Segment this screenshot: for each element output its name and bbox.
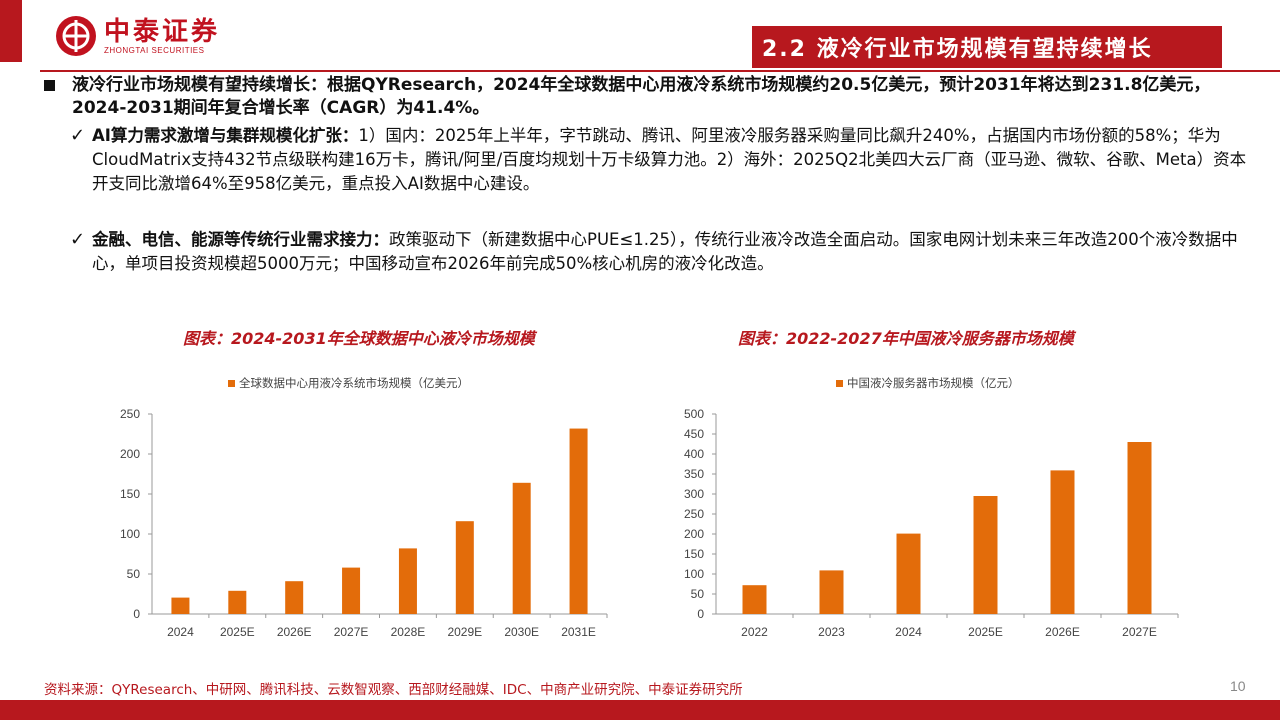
bar [398, 548, 417, 614]
y-tick-label: 150 [120, 487, 140, 501]
bar [455, 521, 474, 614]
page-title: 2.2 液冷行业市场规模有望持续增长 [762, 37, 1153, 62]
bar [342, 567, 361, 614]
x-tick-label: 2026E [277, 625, 312, 639]
page-number: 10 [1230, 678, 1246, 694]
y-tick-label: 250 [120, 407, 140, 421]
title-bar [752, 26, 1222, 68]
company-logo: 中泰证券 ZHONGTAI SECURITIES [54, 14, 220, 58]
bar [1050, 470, 1075, 614]
y-tick-label: 150 [684, 547, 704, 561]
left-accent-stripe [0, 0, 22, 62]
y-tick-label: 400 [684, 447, 704, 461]
x-tick-label: 2026E [1045, 625, 1080, 639]
legend-label: 中国液冷服务器市场规模（亿元） [847, 376, 1020, 390]
point-heading: AI算力需求激增与集群规模化扩张： [92, 126, 359, 145]
x-tick-label: 2025E [220, 625, 255, 639]
y-tick-label: 450 [684, 427, 704, 441]
x-tick-label: 2031E [561, 625, 596, 639]
x-tick-label: 2024 [167, 625, 194, 639]
bar [819, 570, 844, 614]
y-tick-label: 100 [684, 567, 704, 581]
chart-legend-china: 中国液冷服务器市场规模（亿元） [836, 375, 1020, 391]
bar [285, 581, 304, 614]
bar [742, 585, 767, 614]
y-tick-label: 50 [127, 567, 141, 581]
x-tick-label: 2022 [741, 625, 768, 639]
x-tick-label: 2027E [334, 625, 369, 639]
point-text: 1）国内：2025年上半年，字节跳动、腾讯、阿里液冷服务器采购量同比飙升240%… [92, 126, 1247, 193]
x-tick-label: 2024 [895, 625, 922, 639]
x-tick-label: 2030E [504, 625, 539, 639]
chart-title-global: 图表：2024-2031年全球数据中心液冷市场规模 [183, 329, 535, 348]
list-item: ✓ AI算力需求激增与集群规模化扩张：1）国内：2025年上半年，字节跳动、腾讯… [70, 124, 1262, 196]
bar [228, 590, 247, 614]
bar [171, 597, 190, 614]
y-tick-label: 0 [133, 607, 140, 621]
x-tick-label: 2023 [818, 625, 845, 639]
bar [973, 496, 998, 614]
bar [896, 533, 921, 614]
x-tick-label: 2025E [968, 625, 1003, 639]
y-tick-label: 350 [684, 467, 704, 481]
logo-name-cn: 中泰证券 [104, 16, 221, 47]
source-note: 资料来源：QYResearch、中研网、腾讯科技、云数智观察、西部财经融媒、ID… [44, 682, 743, 698]
y-tick-label: 0 [697, 607, 704, 621]
logo-mark-icon [56, 16, 96, 56]
x-tick-label: 2029E [447, 625, 482, 639]
bar [1127, 442, 1152, 614]
y-tick-label: 300 [684, 487, 704, 501]
legend-swatch [228, 379, 235, 387]
chart-legend-global: 全球数据中心用液冷系统市场规模（亿美元） [228, 375, 469, 391]
chart-title-china: 图表：2022-2027年中国液冷服务器市场规模 [738, 329, 1074, 348]
y-tick-label: 50 [691, 587, 705, 601]
point-heading: 金融、电信、能源等传统行业需求接力： [92, 230, 389, 249]
point-text: 政策驱动下（新建数据中心PUE≤1.25），传统行业液冷改造全面启动。国家电网计… [92, 230, 1238, 273]
legend-swatch [836, 379, 843, 387]
bar [569, 428, 588, 614]
y-tick-label: 500 [684, 407, 704, 421]
china-liquid-cooling-server-bar-chart: 0 50 100 150 200 250 300 350 400 450 500 2022 2023 20… [684, 407, 1179, 639]
bottom-band [0, 700, 1280, 720]
checkmark-icon: ✓ [70, 229, 86, 250]
y-tick-label: 200 [684, 527, 704, 541]
header-divider [40, 70, 1280, 72]
bullet-square-icon [44, 80, 55, 91]
x-tick-label: 2028E [391, 625, 426, 639]
logo-name-en: ZHONGTAI SECURITIES [104, 45, 205, 55]
checkmark-icon: ✓ [70, 125, 86, 146]
y-tick-label: 250 [684, 507, 704, 521]
list-item: ✓ 金融、电信、能源等传统行业需求接力：政策驱动下（新建数据中心PUE≤1.25… [70, 228, 1262, 276]
summary-paragraph: 液冷行业市场规模有望持续增长：根据QYResearch，2024年全球数据中心用… [72, 75, 1211, 118]
y-tick-label: 200 [120, 447, 140, 461]
global-liquid-cooling-bar-chart: 0 50 100 150 200 250 2024 2025E 2026E 2027E 2028E 2… [120, 407, 608, 639]
x-tick-label: 2027E [1122, 625, 1157, 639]
bar [512, 482, 531, 614]
y-tick-label: 100 [120, 527, 140, 541]
legend-label: 全球数据中心用液冷系统市场规模（亿美元） [239, 376, 469, 390]
